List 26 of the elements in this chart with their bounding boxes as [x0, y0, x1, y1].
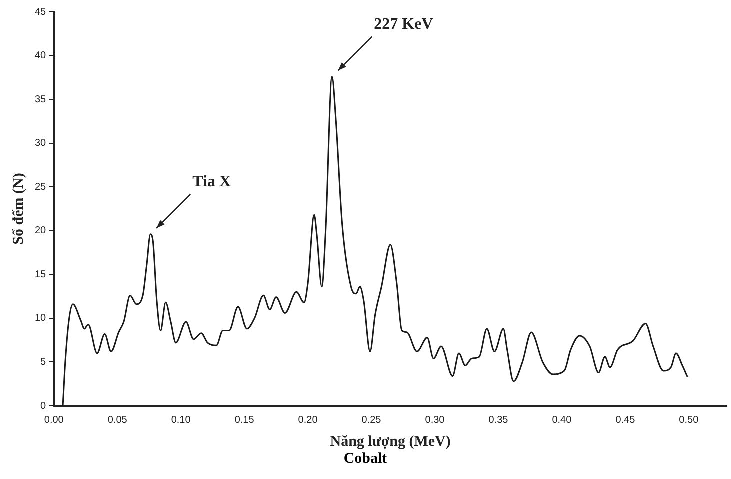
y-tick-label: 40: [35, 50, 47, 62]
x-tick-label: 0.10: [171, 414, 192, 426]
x-axis-title: Năng lượng (MeV): [330, 434, 451, 450]
x-tick-label: 0.50: [679, 414, 700, 426]
y-tick-label: 25: [35, 182, 47, 193]
x-tick-label: 0.15: [234, 414, 255, 426]
y-tick-label: 35: [35, 94, 47, 106]
x-tick-label: 0.20: [298, 414, 318, 426]
y-tick-label: 20: [35, 226, 47, 237]
y-tick-label: 5: [40, 356, 47, 368]
annotation: Tia X: [192, 174, 232, 191]
y-axis-title: Số đếm (N): [10, 173, 27, 245]
y-tick-label: 15: [35, 269, 47, 280]
x-tick-label: 0.35: [488, 414, 509, 426]
y-tick-label: 30: [35, 138, 47, 150]
x-tick-label: 0.05: [108, 414, 128, 426]
y-tick-label: 0: [40, 400, 47, 412]
x-tick-label: 0.40: [552, 414, 572, 426]
text: Cobalt: [342, 451, 388, 468]
x-tick-label: 0.00: [44, 414, 64, 426]
x-tick-label: 0.45: [616, 414, 636, 426]
x-tick-label: 0.30: [425, 414, 446, 426]
annotation: 227 KeV: [374, 16, 434, 33]
y-tick-label: 45: [35, 6, 47, 18]
y-tick-label: 10: [35, 313, 47, 324]
x-tick-label: 0.25: [362, 414, 382, 426]
